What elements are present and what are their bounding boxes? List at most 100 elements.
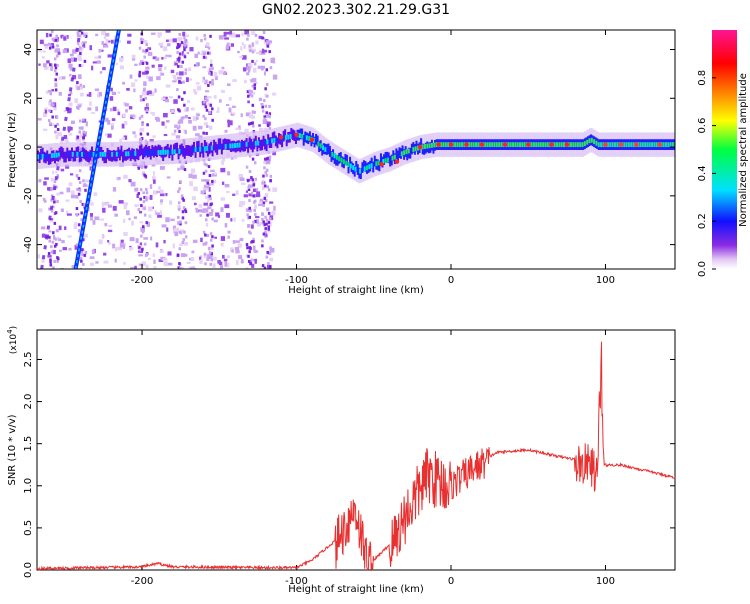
- spectrogram-speckle: [112, 106, 117, 112]
- spectrogram-speckle: [210, 246, 214, 251]
- spectrogram-speckle: [49, 258, 52, 262]
- spectrogram-speckle: [211, 182, 214, 186]
- spectrogram-ridge: [361, 162, 364, 173]
- spectrogram-ridge-core: [134, 151, 137, 156]
- spectrogram-speckle: [56, 192, 60, 196]
- spectrogram-speckle: [172, 80, 177, 83]
- spectrogram-ridge-core: [556, 142, 559, 148]
- spectrogram-speckle: [88, 92, 92, 97]
- spectrogram-ridge-core: [275, 137, 278, 143]
- spectrogram-speckle: [139, 164, 142, 168]
- spectrogram-speckle: [57, 133, 62, 137]
- spectrogram-speckle: [200, 53, 205, 56]
- spectrogram-ridge: [183, 148, 186, 159]
- spectrogram-ridge-core: [386, 157, 389, 163]
- spectrogram-speckle: [173, 99, 178, 104]
- spectrogram-speckle: [98, 48, 101, 53]
- spectrogram-speckle: [165, 193, 168, 196]
- spectrogram-speckle: [251, 263, 255, 268]
- spectrogram-speckle: [207, 246, 211, 251]
- spectrogram-speckle: [247, 63, 253, 69]
- spectrogram-speckle: [272, 58, 276, 61]
- spectrogram-speckle: [269, 66, 273, 70]
- colorbar-label: Normalized spectral amplitude: [738, 73, 749, 227]
- spectrogram-speckle: [252, 240, 255, 244]
- spectrogram-speckle: [60, 208, 64, 213]
- spectrogram-speckle: [44, 108, 48, 114]
- spectrogram-speckle: [210, 208, 214, 212]
- spectrogram-speckle: [211, 179, 217, 184]
- spectrogram-speckle: [158, 42, 164, 46]
- spectrogram-ridge: [74, 150, 77, 162]
- spectrogram-speckle: [235, 34, 241, 38]
- spectrogram-ridge: [247, 141, 250, 153]
- spectrogram-speckle: [99, 71, 103, 74]
- spectrogram-speckle: [127, 33, 132, 37]
- spectrogram-speckle: [248, 250, 251, 254]
- spectrogram-speckle: [216, 110, 220, 113]
- spectrogram-speckle: [230, 157, 234, 160]
- spectrogram-ridge: [398, 147, 401, 159]
- spectrogram-speckle: [255, 188, 259, 192]
- spectrogram-ridge-core: [456, 142, 459, 148]
- spectrogram-speckle: [269, 174, 273, 178]
- spectrogram-speckle: [152, 171, 155, 176]
- spectrogram-speckle: [139, 188, 143, 192]
- spectrogram-speckle: [266, 207, 270, 212]
- spectrogram-speckle: [167, 43, 171, 47]
- spectrogram-speckle: [259, 50, 264, 55]
- spectrogram-speckle: [267, 222, 272, 227]
- spectrogram-ridge-core: [417, 145, 420, 151]
- spectrogram-peak: [479, 142, 485, 147]
- spectrogram-speckle: [194, 53, 199, 59]
- spectrogram-speckle: [142, 225, 145, 229]
- spectrogram-speckle: [78, 104, 82, 108]
- spectrogram-speckle: [159, 250, 164, 253]
- spectrogram-speckle: [261, 36, 264, 40]
- spectrogram-speckle: [122, 137, 125, 140]
- spectrogram-speckle: [56, 44, 59, 48]
- spectrogram-ridge: [281, 136, 284, 148]
- spectrogram-speckle: [184, 68, 188, 72]
- spectrogram-xtick-label: 100: [596, 275, 615, 286]
- spectrogram-speckle: [184, 253, 188, 257]
- spectrogram-speckle: [211, 78, 214, 82]
- spectrogram-speckle: [49, 99, 52, 103]
- spectrogram-speckle: [268, 155, 272, 159]
- spectrogram-speckle: [70, 57, 75, 62]
- spectrogram-speckle: [102, 207, 106, 213]
- spectrogram-speckle: [253, 110, 256, 114]
- spectrogram-ridge: [214, 141, 217, 153]
- spectrogram-speckle: [159, 210, 163, 216]
- spectrogram-speckle: [143, 242, 147, 246]
- spectrogram-speckle: [79, 133, 84, 139]
- spectrogram-speckle: [108, 224, 113, 227]
- spectrogram-speckle: [269, 257, 274, 262]
- snr-series-line: [36, 341, 676, 572]
- spectrogram-ridge: [60, 146, 63, 158]
- spectrogram-speckle: [210, 252, 213, 256]
- spectrogram-speckle: [230, 218, 233, 222]
- spectrogram-speckle: [50, 102, 54, 106]
- spectrogram-speckle: [83, 253, 87, 257]
- spectrogram-ridge-core: [609, 142, 612, 148]
- spectrogram-ridge: [87, 151, 90, 163]
- spectrogram-speckle: [182, 42, 186, 46]
- spectrogram-speckle: [178, 119, 184, 124]
- spectrogram-speckle: [268, 112, 272, 116]
- spectrogram-speckle: [55, 229, 59, 233]
- spectrogram-speckle: [54, 78, 57, 82]
- spectrogram-streak-core: [74, 30, 120, 269]
- spectrogram-speckle: [253, 245, 256, 249]
- spectrogram-speckle: [67, 58, 72, 64]
- spectrogram-speckle: [123, 232, 128, 236]
- spectrogram-speckle: [232, 193, 236, 196]
- spectrogram-speckle: [160, 199, 164, 203]
- spectrogram-ridge: [318, 141, 321, 153]
- spectrogram-speckle: [173, 78, 178, 81]
- spectrogram-speckle: [241, 42, 244, 46]
- spectrogram-speckle: [54, 66, 58, 70]
- spectrogram-speckle: [208, 183, 211, 187]
- spectrogram-speckle: [204, 96, 208, 100]
- spectrogram-speckle: [225, 212, 230, 218]
